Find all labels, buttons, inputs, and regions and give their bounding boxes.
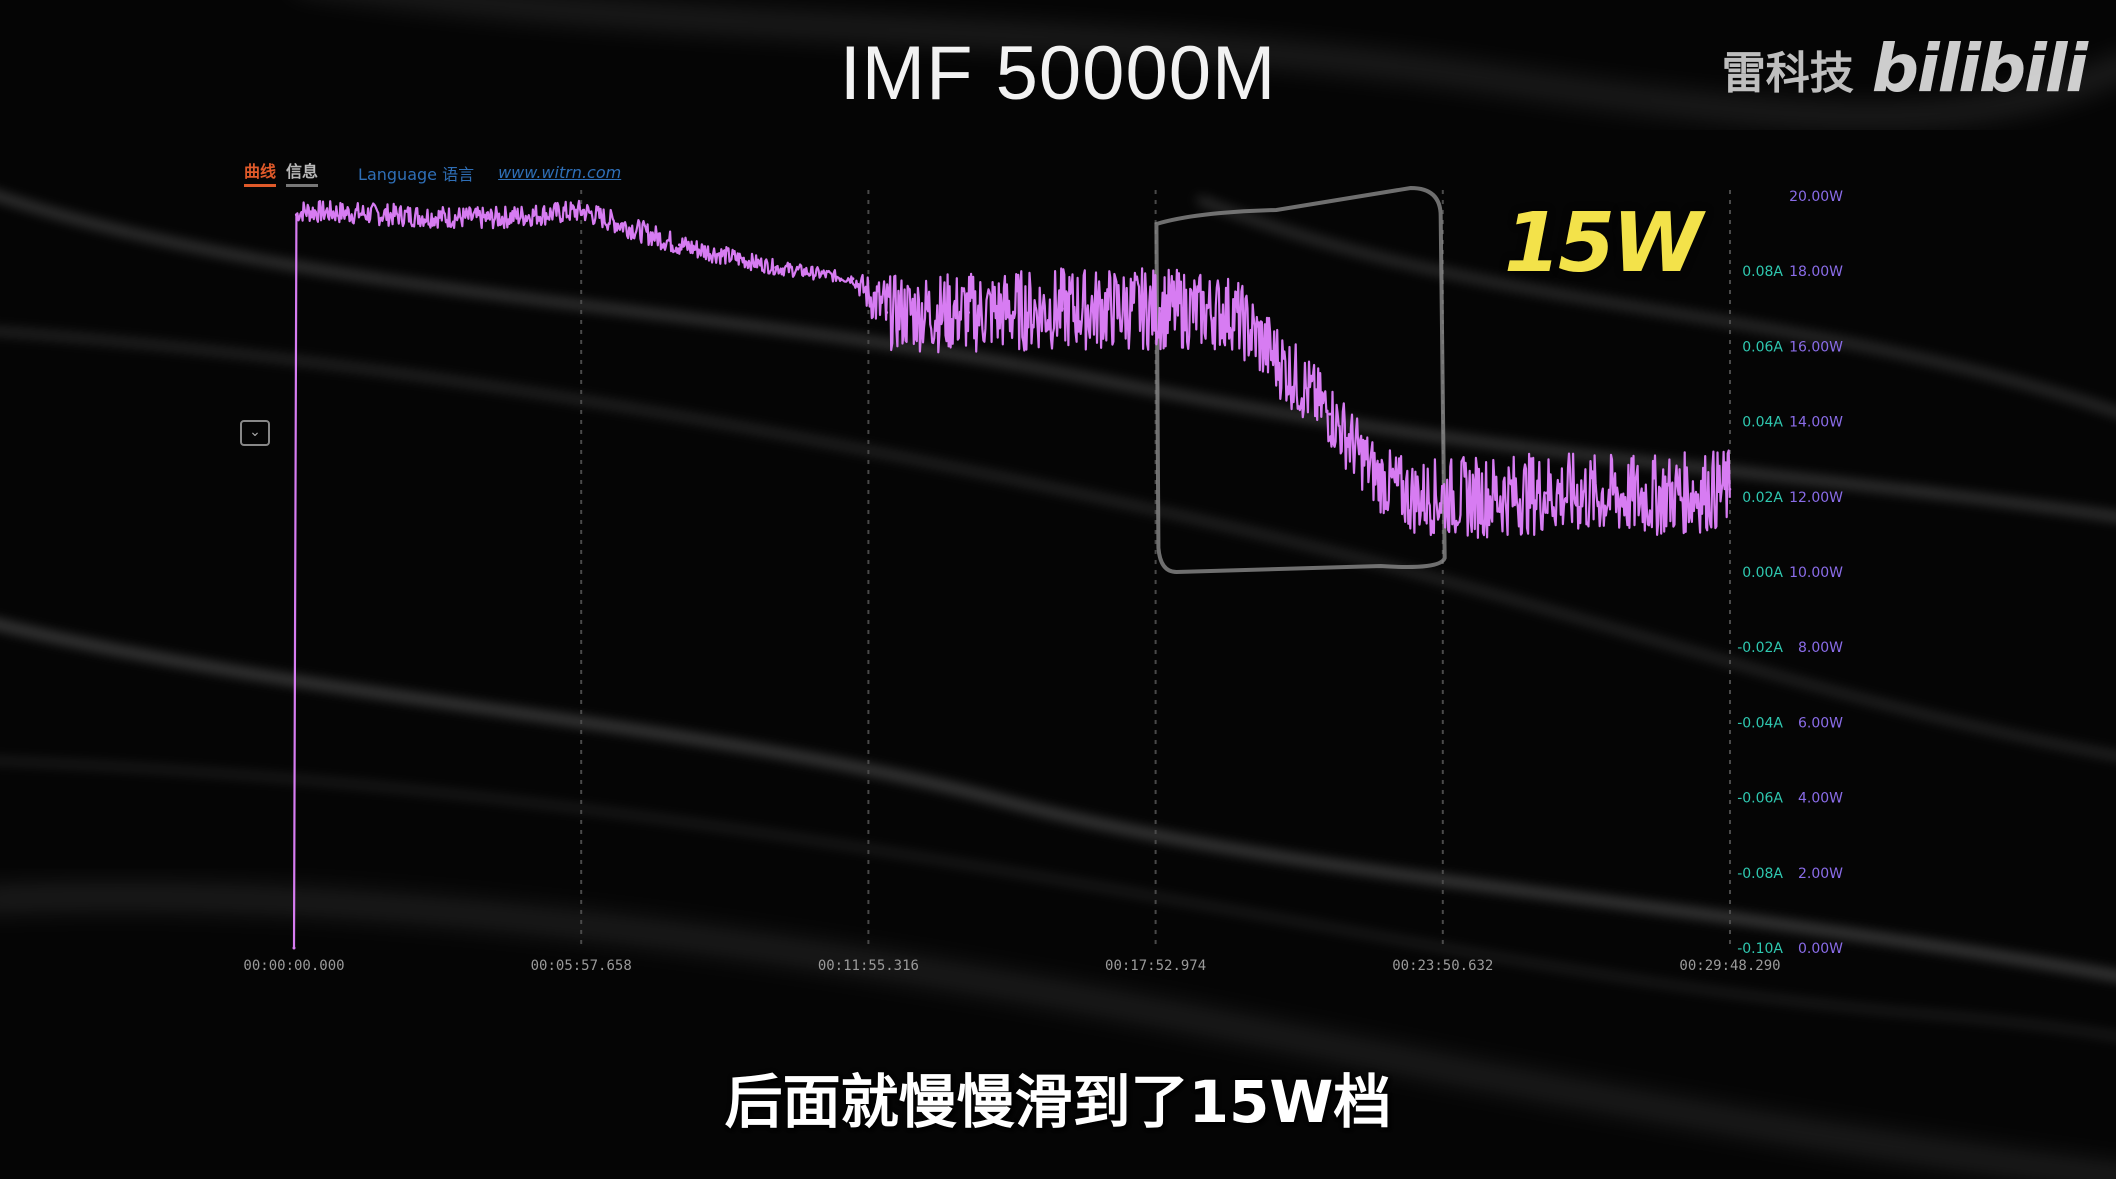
y-tick-power: 0.00W [1798,941,1843,957]
y-tick-power: 20.00W [1789,189,1843,205]
y-tick-current: -0.06A [1737,791,1783,807]
x-tick-label: 00:23:50.632 [1392,958,1493,974]
series-line [292,199,1731,949]
wave [0,759,2116,1038]
y-tick-current: 0.08A [1742,264,1783,280]
data-point [967,311,971,315]
data-point [1063,307,1067,311]
data-point [1232,311,1236,315]
y-axis: 20.00W 18.00W 0.08A 16.00W 0.06A 14.00W 0.04A 1… [1737,189,1843,957]
x-tick-label: 00:11:55.316 [818,958,919,974]
data-point [1545,491,1549,495]
x-tick-label: 00:17:52.974 [1105,958,1206,974]
grid [580,190,1731,948]
wave [0,193,2116,520]
y-tick-current: 0.06A [1742,339,1783,355]
y-tick-current: 0.00A [1742,565,1783,581]
y-tick-current: 0.02A [1742,490,1783,506]
y-tick-power: 4.00W [1798,791,1843,807]
data-point [1472,495,1476,499]
y-tick-power: 14.00W [1789,415,1843,431]
y-tick-power: 18.00W [1789,264,1843,280]
data-point [581,209,585,213]
data-point [677,243,681,247]
wave [1197,197,2116,415]
x-axis: 00:00:00.000 00:05:57.658 00:11:55.316 00:1… [243,958,1780,974]
y-tick-power: 10.00W [1789,565,1843,581]
data-point [485,217,489,221]
data-point [1270,352,1274,356]
data-point [388,213,392,217]
y-tick-current: -0.02A [1737,640,1783,656]
data-point [1641,495,1645,499]
bilibili-logo: bilibili [1871,30,2088,107]
software-menu-bar: 曲线 信息 Language 语言 www.witrn.com [244,158,621,187]
website-link[interactable]: www.witrn.com [498,163,622,182]
data-point [1376,476,1380,480]
x-tick-label: 00:00:00.000 [243,958,344,974]
video-title: IMF 50000M [839,31,1277,116]
x-tick-label: 00:05:57.658 [531,958,632,974]
data-point [1159,307,1163,311]
y-tick-current: -0.04A [1737,715,1783,731]
data-point [1328,412,1332,416]
language-link[interactable]: Language 语言 [358,164,475,184]
y-tick-current: -0.10A [1737,941,1783,957]
y-tick-power: 2.00W [1798,866,1843,882]
wave [0,892,2116,1179]
highlight-box [1154,185,1447,575]
data-point [1728,487,1732,491]
highlight-rectangle [1154,185,1447,575]
data-point [302,209,306,213]
watermark: 雷科技 bilibili [1721,30,2088,107]
video-subtitle: 后面就慢慢滑到了15W档 [724,1068,1392,1136]
y-tick-power: 16.00W [1789,339,1843,355]
wave [404,0,2116,123]
annotation-15w: 15W [1504,196,1703,291]
channel-name: 雷科技 [1721,47,1854,99]
data-point [292,946,296,950]
y-tick-current: 0.04A [1742,415,1783,431]
y-tick-power: 8.00W [1798,640,1843,656]
y-tick-power: 6.00W [1798,715,1843,731]
data-point [774,265,778,269]
data-point [851,277,855,281]
y-tick-current: -0.08A [1737,866,1783,882]
tab-info[interactable]: 信息 [286,158,319,187]
wave [0,621,2116,980]
series-layer [292,199,1732,950]
data-point [885,311,889,315]
data-point [294,213,298,217]
tab-curve[interactable]: 曲线 [244,158,277,187]
y-tick-power: 12.00W [1789,490,1843,506]
x-tick-label: 00:29:48.290 [1679,958,1780,974]
collapse-button[interactable]: ⌄ [240,420,270,446]
data-point [1410,495,1414,499]
wave [0,329,2116,758]
